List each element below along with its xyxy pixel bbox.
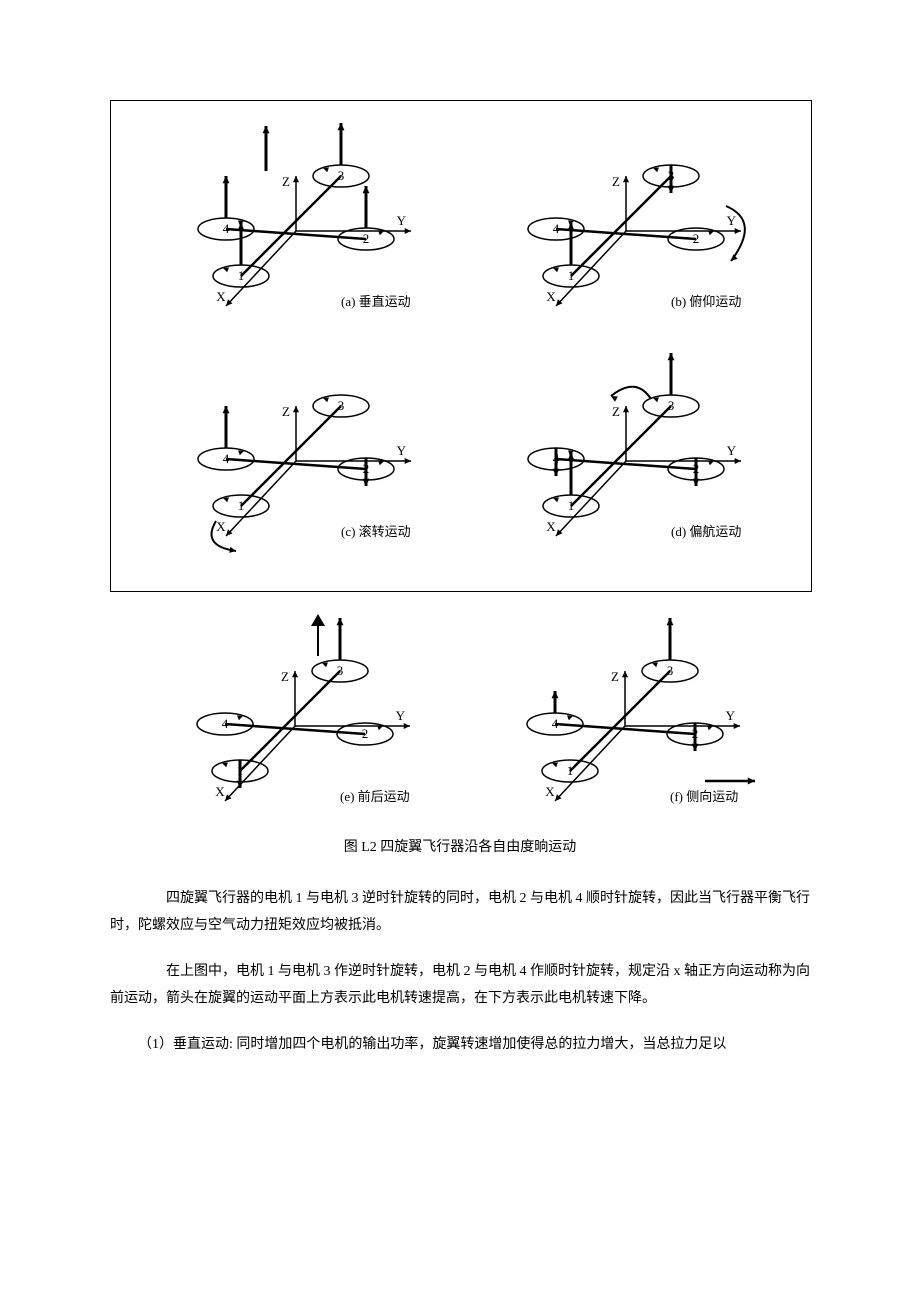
svg-text:4: 4 — [223, 221, 230, 236]
svg-text:2: 2 — [362, 726, 369, 741]
page: ZYX1234(a) 垂直运动 ZYX1234(b) 俯仰运动 ZYX1234(… — [0, 0, 920, 1139]
svg-text:2: 2 — [363, 231, 370, 246]
svg-text:Y: Y — [397, 443, 407, 458]
svg-text:X: X — [216, 519, 226, 534]
svg-text:X: X — [545, 784, 555, 799]
svg-text:(c) 滚转运动: (c) 滚转运动 — [341, 524, 411, 539]
figure-box-bottom: ZYX1234(e) 前后运动 ZYX1234(f) 侧向运动 图 L2 四旋翼… — [110, 596, 810, 856]
svg-text:4: 4 — [222, 716, 229, 731]
paragraph-2: 在上图中，电机 1 与电机 3 作逆时针旋转，电机 2 与电机 4 作顺时针旋转… — [110, 959, 810, 1012]
svg-text:1: 1 — [238, 498, 245, 513]
svg-text:3: 3 — [667, 663, 674, 678]
svg-text:Y: Y — [727, 443, 737, 458]
panel-c: ZYX1234(c) 滚转运动 — [146, 341, 446, 561]
svg-text:4: 4 — [223, 451, 230, 466]
svg-text:Z: Z — [612, 174, 620, 189]
row-2: ZYX1234(c) 滚转运动 ZYX1234(d) 偏航运动 — [111, 341, 811, 561]
panel-a: Z Y X1 2 3 4 (a) 垂直运动 — [146, 111, 446, 331]
svg-text:Z: Z — [611, 669, 619, 684]
row-1: ZYX1234(a) 垂直运动 ZYX1234(b) 俯仰运动 — [111, 111, 811, 331]
svg-text:3: 3 — [338, 398, 345, 413]
svg-text:X: X — [546, 289, 556, 304]
svg-text:(a) 垂直运动: (a) 垂直运动 — [341, 294, 411, 309]
svg-text:3: 3 — [668, 398, 675, 413]
svg-text:Y: Y — [397, 213, 407, 228]
figure-box-top: ZYX1234(a) 垂直运动 ZYX1234(b) 俯仰运动 ZYX1234(… — [110, 100, 812, 592]
svg-text:(e) 前后运动: (e) 前后运动 — [340, 789, 410, 804]
panel-d: ZYX1234(d) 偏航运动 — [476, 341, 776, 561]
svg-text:4: 4 — [553, 221, 560, 236]
panel-e: ZYX1234(e) 前后运动 — [145, 606, 445, 826]
svg-text:3: 3 — [337, 663, 344, 678]
svg-text:4: 4 — [552, 716, 559, 731]
svg-text:(f) 侧向运动: (f) 侧向运动 — [670, 789, 738, 804]
svg-text:Y: Y — [726, 708, 736, 723]
svg-text:(d) 偏航运动: (d) 偏航运动 — [671, 524, 741, 539]
panel-f: ZYX1234(f) 侧向运动 — [475, 606, 775, 826]
paragraph-1: 四旋翼飞行器的电机 1 与电机 3 逆时针旋转的同时，电机 2 与电机 4 顺时… — [110, 886, 810, 939]
svg-text:Z: Z — [282, 404, 290, 419]
svg-text:Y: Y — [727, 213, 737, 228]
svg-text:Z: Z — [281, 669, 289, 684]
svg-text:1: 1 — [568, 268, 575, 283]
svg-text:Y: Y — [396, 708, 406, 723]
figure-caption: 图 L2 四旋翼飞行器沿各自由度晌运动 — [110, 836, 810, 856]
svg-text:Z: Z — [282, 174, 290, 189]
svg-text:1: 1 — [567, 763, 574, 778]
svg-text:X: X — [215, 784, 225, 799]
paragraph-3: （1）垂直运动: 同时增加四个电机的输出功率，旋翼转速增加使得总的拉力增大，当总… — [110, 1032, 810, 1059]
svg-text:X: X — [546, 519, 556, 534]
svg-text:(b) 俯仰运动: (b) 俯仰运动 — [671, 294, 741, 309]
svg-text:2: 2 — [693, 231, 700, 246]
row-3: ZYX1234(e) 前后运动 ZYX1234(f) 侧向运动 — [110, 606, 810, 826]
svg-text:Z: Z — [612, 404, 620, 419]
svg-text:1: 1 — [238, 268, 245, 283]
svg-text:X: X — [216, 289, 226, 304]
panel-b: ZYX1234(b) 俯仰运动 — [476, 111, 776, 331]
svg-text:3: 3 — [338, 168, 345, 183]
svg-text:1: 1 — [568, 498, 575, 513]
